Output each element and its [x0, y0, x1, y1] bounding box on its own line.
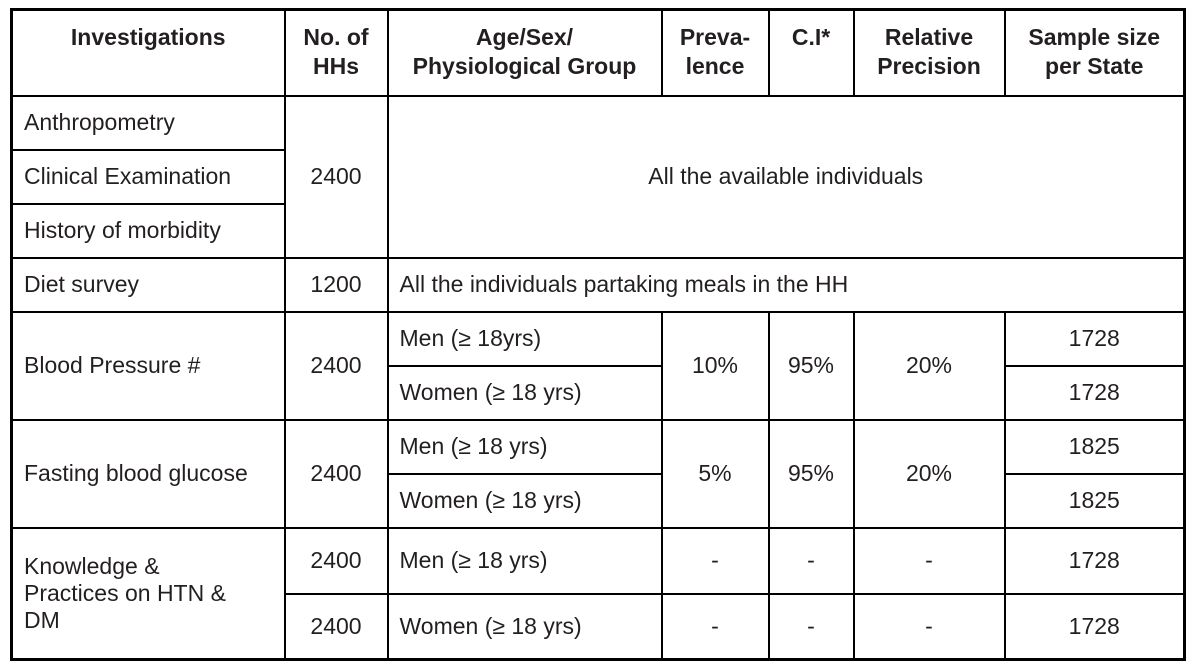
cell-ci-knowledge-practices-men: - — [767, 526, 855, 595]
cell-prevalence-blood-pressure: 10% — [660, 310, 770, 421]
row-anthropometry: Anthropometry 2400 All the available ind… — [10, 94, 1186, 259]
col-header-sample-size: Sample size per State — [1003, 8, 1186, 97]
cell-group-knowledge-practices-women: Women (≥ 18 yrs) — [386, 592, 663, 661]
cell-group-blood-pressure-women: Women (≥ 18 yrs) — [386, 364, 663, 421]
cell-ci-knowledge-practices-women: - — [767, 592, 855, 661]
cell-hhs-fasting-glucose: 2400 — [283, 418, 389, 529]
row-knowledge-practices-men: Knowledge & Practices on HTN & DM 2400 M… — [10, 526, 1186, 661]
cell-investigation-anthropometry: Anthropometry — [10, 94, 286, 151]
col-header-no-of-hhs: No. of HHs — [283, 8, 389, 97]
cell-hhs-blood-pressure: 2400 — [283, 310, 389, 421]
cell-sample-blood-pressure-men: 1728 — [1003, 310, 1186, 367]
col-header-ci: C.I* — [767, 8, 855, 97]
cell-investigation-history-of-morbidity: History of morbidity — [10, 202, 286, 259]
cell-prevalence-fasting-glucose: 5% — [660, 418, 770, 529]
cell-group-knowledge-practices-men: Men (≥ 18 yrs) — [386, 526, 663, 595]
col-header-prevalence: Preva- lence — [660, 8, 770, 97]
row-clinical-examination: Clinical Examination — [10, 148, 1185, 205]
cell-investigation-blood-pressure: Blood Pressure # — [10, 310, 286, 421]
col-header-investigations: Investigations — [10, 8, 286, 97]
cell-rp-knowledge-practices-women: - — [852, 592, 1006, 661]
cell-rp-fasting-glucose: 20% — [852, 418, 1006, 529]
cell-sample-fasting-glucose-women: 1825 — [1003, 472, 1186, 529]
cell-hhs-anthropometry-group: 2400 — [283, 94, 389, 259]
cell-rp-blood-pressure: 20% — [852, 310, 1006, 421]
row-fasting-glucose-men: Fasting blood glucose 2400 Men (≥ 18 yrs… — [10, 418, 1186, 529]
cell-investigation-diet-survey: Diet survey — [10, 256, 286, 313]
cell-hhs-diet-survey: 1200 — [283, 256, 389, 313]
cell-group-diet-survey: All the individuals partaking meals in t… — [386, 256, 1186, 313]
cell-sample-knowledge-practices-women: 1728 — [1003, 592, 1186, 661]
cell-hhs-knowledge-practices-men: 2400 — [283, 526, 389, 595]
cell-hhs-knowledge-practices-women: 2400 — [283, 592, 389, 661]
cell-investigation-fasting-glucose: Fasting blood glucose — [10, 418, 286, 529]
cell-group-fasting-glucose-women: Women (≥ 18 yrs) — [386, 472, 663, 529]
cell-investigation-knowledge-practices: Knowledge & Practices on HTN & DM — [10, 526, 286, 661]
row-history-of-morbidity: History of morbidity — [10, 202, 1185, 259]
cell-group-blood-pressure-men: Men (≥ 18yrs) — [386, 310, 663, 367]
header-row: Investigations No. of HHs Age/Sex/ Physi… — [10, 8, 1186, 97]
cell-rp-knowledge-practices-men: - — [852, 526, 1006, 595]
sampling-design-table: Investigations No. of HHs Age/Sex/ Physi… — [10, 8, 1186, 661]
row-fasting-glucose-women: Women (≥ 18 yrs) 1825 — [12, 472, 1186, 529]
row-blood-pressure-men: Blood Pressure # 2400 Men (≥ 18yrs) 10% … — [10, 310, 1186, 421]
cell-ci-fasting-glucose: 95% — [767, 418, 855, 529]
cell-ci-blood-pressure: 95% — [767, 310, 855, 421]
row-diet-survey: Diet survey 1200 All the individuals par… — [10, 256, 1186, 313]
cell-group-anthropometry: All the available individuals — [386, 94, 1186, 259]
cell-prevalence-knowledge-practices-men: - — [660, 526, 770, 595]
cell-sample-blood-pressure-women: 1728 — [1003, 364, 1186, 421]
row-blood-pressure-women: Women (≥ 18 yrs) 1728 — [12, 364, 1186, 421]
col-header-age-sex-group: Age/Sex/ Physiological Group — [386, 8, 663, 97]
cell-sample-knowledge-practices-men: 1728 — [1003, 526, 1186, 595]
cell-sample-fasting-glucose-men: 1825 — [1003, 418, 1186, 475]
row-knowledge-practices-women: 2400 Women (≥ 18 yrs) - - - 1728 — [12, 592, 1186, 661]
cell-investigation-clinical-examination: Clinical Examination — [10, 148, 286, 205]
col-header-relative-precision: Relative Precision — [852, 8, 1006, 97]
cell-group-fasting-glucose-men: Men (≥ 18 yrs) — [386, 418, 663, 475]
cell-prevalence-knowledge-practices-women: - — [660, 592, 770, 661]
